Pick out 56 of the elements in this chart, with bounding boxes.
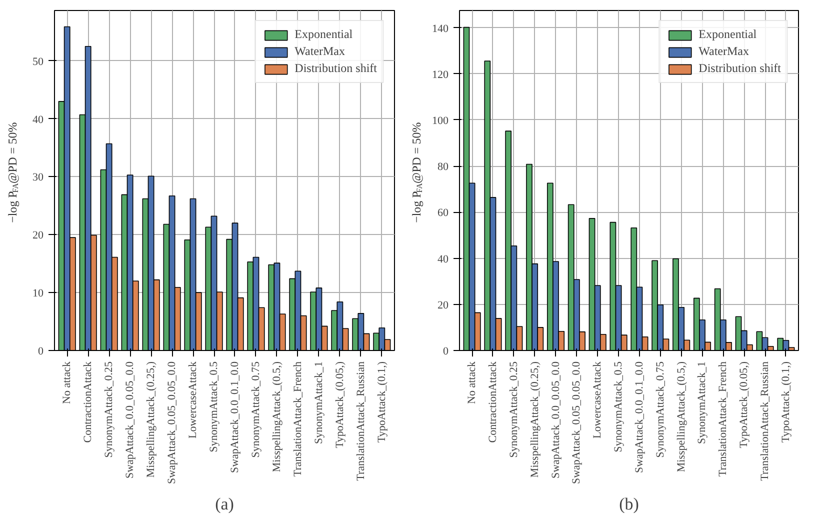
x-tick-label: TranslationAttack_Russian xyxy=(354,361,367,481)
legend-label: WaterMax xyxy=(294,44,345,59)
x-tick-label: TypoAttack_(0.1,) xyxy=(780,361,792,443)
x-tick-label: No attack xyxy=(466,361,478,404)
x-tick-label: SwapAttack_0.0_0.05_0.0 xyxy=(124,361,136,479)
x-tick-label: SwapAttack_0.0_0.05_0.0 xyxy=(550,361,562,479)
y-tick-label: 40 xyxy=(438,253,449,266)
y-tick-label: 0 xyxy=(443,346,449,358)
x-tick-label: SynonymAttack_0.5 xyxy=(612,361,625,452)
x-tick-label: MisspellingAttack_(0.25,) xyxy=(145,361,158,478)
y-tick-label: 60 xyxy=(438,207,449,220)
x-tick-label: MisspellingAttack_(0.25,) xyxy=(528,361,541,478)
x-tick-label: SynonymAttack_0.75 xyxy=(654,361,666,458)
x-tick-label: TranslationAttack_Russian xyxy=(759,361,772,481)
x-tick-label: SwapAttack_0.0_0.1_0.0 xyxy=(633,361,646,474)
x-tick-label: TypoAttack_(0.05,) xyxy=(738,361,750,448)
legend-label: Exponential xyxy=(698,27,757,42)
y-tick-label: 0 xyxy=(38,346,44,358)
y-axis-title: −log PFA@PD = 50% xyxy=(410,122,424,223)
x-tick-label: SwapAttack_0.05_0.05_0.0 xyxy=(570,361,583,484)
y-axis-title: −log PFA@PD = 50% xyxy=(6,122,20,223)
y-tick-label: 80 xyxy=(438,161,449,174)
y-tick-label: 30 xyxy=(32,172,44,184)
text: (a) xyxy=(215,494,234,514)
x-tick-label: LowercaseAttack xyxy=(187,361,200,438)
legend-label: Exponential xyxy=(294,27,353,42)
y-tick-label: 40 xyxy=(32,114,44,126)
x-tick-label: SynonymAttack_0.25 xyxy=(508,361,520,458)
x-tick-label: SwapAttack_0.0_0.1_0.0 xyxy=(228,361,241,474)
x-tick-label: SynonymAttack_0.5 xyxy=(208,361,220,452)
legend-label: Distribution shift xyxy=(698,61,781,76)
x-tick-label: TranslationAttack_French xyxy=(717,361,730,477)
x-tick-label: TypoAttack_(0.1,) xyxy=(376,361,388,443)
x-tick-label: SynonymAttack_0.75 xyxy=(250,361,262,458)
x-tick-label: SwapAttack_0.05_0.05_0.0 xyxy=(166,361,178,484)
y-tick-label: 140 xyxy=(432,22,449,35)
y-tick-label: 120 xyxy=(432,68,449,81)
legend-label: WaterMax xyxy=(698,44,749,59)
x-tick-label: MisspellingAttack_(0.5,) xyxy=(675,361,688,472)
x-tick-label: ContractionAttack xyxy=(82,361,94,443)
x-tick-label: TypoAttack_(0.05,) xyxy=(334,361,346,448)
y-tick-label: 10 xyxy=(32,288,44,300)
x-tick-label: No attack xyxy=(61,361,74,404)
y-tick-label: 20 xyxy=(438,299,449,312)
x-tick-label: ContractionAttack xyxy=(486,361,499,443)
x-tick-label: TranslationAttack_French xyxy=(292,361,304,477)
x-tick-label: SynonymAttack_0.25 xyxy=(103,361,116,458)
y-tick-label: 50 xyxy=(32,56,44,68)
legend-label: Distribution shift xyxy=(294,61,377,76)
x-tick-label: SynonymAttack_1 xyxy=(696,361,708,444)
y-tick-label: 20 xyxy=(32,230,44,242)
x-tick-label: MisspellingAttack_(0.5,) xyxy=(270,361,283,472)
text: (b) xyxy=(619,494,639,514)
x-tick-label: SynonymAttack_1 xyxy=(312,361,325,444)
x-tick-label: LowercaseAttack xyxy=(592,361,604,438)
y-tick-label: 100 xyxy=(432,114,449,127)
